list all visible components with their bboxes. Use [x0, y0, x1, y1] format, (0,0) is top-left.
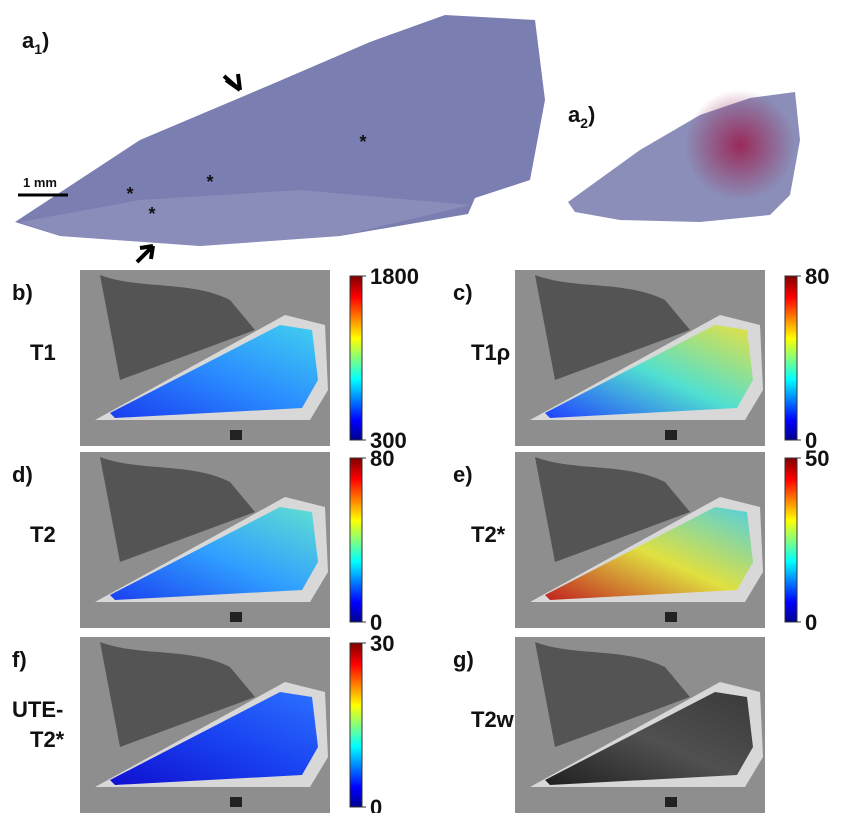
- parameter-name: T1: [30, 340, 56, 365]
- panel-label: a1): [22, 28, 49, 57]
- panel-label: a2): [568, 102, 595, 131]
- parameter-name: UTE-: [12, 697, 63, 722]
- marker: *: [126, 184, 133, 204]
- panel-label: f): [12, 647, 27, 672]
- label-subscript: 2: [580, 115, 588, 131]
- colorbar: [350, 643, 362, 807]
- panel-label: e): [453, 462, 473, 487]
- anatomy: [230, 430, 242, 440]
- colorbar-tick-label: 50: [805, 446, 829, 471]
- panel-label: b): [12, 280, 33, 305]
- arrow: [137, 246, 153, 262]
- colorbar-tick-label: 80: [370, 446, 394, 471]
- colorbar: [785, 276, 797, 440]
- anatomy: [665, 612, 677, 622]
- colorbar-tick-label: 30: [370, 631, 394, 656]
- marker: *: [359, 132, 366, 152]
- colorbar-tick-label: 1800: [370, 264, 419, 289]
- colorbar-tick-label: 0: [370, 795, 382, 813]
- label-end: ): [588, 102, 595, 127]
- scale-bar-label: 1 mm: [23, 175, 57, 190]
- anatomy: [230, 612, 242, 622]
- anatomy: [230, 797, 242, 807]
- anatomy: [665, 430, 677, 440]
- panel-label: g): [453, 647, 474, 672]
- panel-label: c): [453, 280, 473, 305]
- parameter-name: T2w: [471, 707, 515, 732]
- label-end: ): [42, 28, 49, 53]
- marker: *: [148, 204, 155, 224]
- stain-region: [685, 90, 795, 200]
- anatomy: [665, 797, 677, 807]
- colorbar-tick-label: 80: [805, 264, 829, 289]
- marker: *: [206, 172, 213, 192]
- colorbar: [350, 276, 362, 440]
- parameter-name: T2: [30, 522, 56, 547]
- panels: b)T13001800c)T1ρ080d)T2080e)T2*050f)UTE-…: [12, 264, 829, 813]
- label-letter: a: [22, 28, 35, 53]
- arrow: [224, 74, 240, 90]
- parameter-name: T2*: [30, 727, 65, 752]
- colorbar: [350, 458, 362, 622]
- colorbar-tick-label: 0: [805, 610, 817, 635]
- parameter-name: T2*: [471, 522, 506, 547]
- figure: b)T13001800c)T1ρ080d)T2080e)T2*050f)UTE-…: [0, 0, 856, 813]
- colorbar: [785, 458, 797, 622]
- parameter-name: T1ρ: [471, 340, 510, 365]
- panel-label: d): [12, 462, 33, 487]
- label-letter: a: [568, 102, 581, 127]
- label-subscript: 1: [34, 41, 42, 57]
